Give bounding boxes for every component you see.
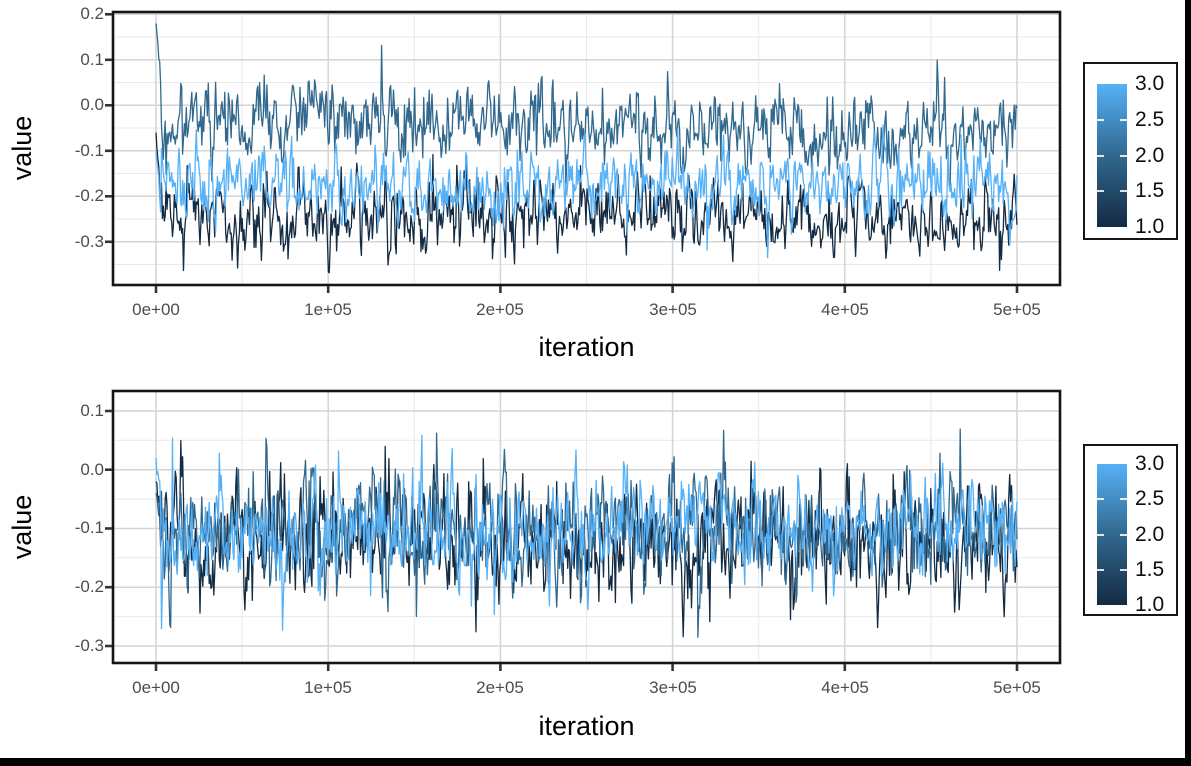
colorbar-tick-label: 2.5 [1135, 108, 1165, 131]
y-tick-label: 0.1 [80, 50, 104, 69]
x-tick-label: 1e+05 [304, 678, 352, 697]
colorbar-tick [1120, 534, 1127, 536]
colorbar-tick [1097, 498, 1104, 500]
y-tick-label: -0.1 [74, 141, 104, 160]
x-axis-title-top: iteration [538, 332, 635, 362]
x-tick-label: 2e+05 [476, 678, 524, 697]
window-frame-right-edge [1185, 0, 1191, 766]
colorbar-tick-label: 1.0 [1135, 593, 1165, 616]
colorbar-tick [1097, 155, 1104, 157]
y-tick-label: -0.2 [74, 186, 104, 205]
x-tick-label: 4e+05 [821, 678, 869, 697]
x-tick-label: 5e+05 [993, 300, 1041, 319]
x-tick-label: 1e+05 [304, 300, 352, 319]
y-tick-label: -0.3 [74, 232, 104, 251]
colorbar-tick-label: 2.0 [1135, 144, 1165, 167]
x-tick-label: 4e+05 [821, 300, 869, 319]
x-tick-label: 5e+05 [993, 678, 1041, 697]
x-axis-title-bottom: iteration [538, 711, 635, 741]
colorbar-tick-label: 3.0 [1135, 452, 1165, 475]
y-tick-label: 0.1 [80, 401, 104, 420]
colorbar-tick [1120, 569, 1127, 571]
colorbar-legend-top: 3.0 2.5 2.0 1.5 1.0 [1083, 62, 1178, 240]
colorbar-tick [1120, 155, 1127, 157]
y-tick-label: -0.3 [74, 636, 104, 655]
x-tick-label: 3e+05 [649, 300, 697, 319]
colorbar-tick-label: 1.5 [1135, 179, 1165, 202]
x-tick-label: 0e+00 [132, 300, 180, 319]
window-frame-bottom-edge [0, 758, 1191, 766]
x-tick-label: 2e+05 [476, 300, 524, 319]
y-tick-label: -0.2 [74, 577, 104, 596]
x-tick-label: 0e+00 [132, 678, 180, 697]
colorbar-tick [1097, 534, 1104, 536]
colorbar-tick [1097, 119, 1104, 121]
colorbar-tick [1120, 190, 1127, 192]
colorbar-tick-label: 1.0 [1135, 215, 1165, 238]
y-tick-label: -0.1 [74, 518, 104, 537]
colorbar-tick-label: 3.0 [1135, 72, 1165, 95]
x-tick-label: 3e+05 [649, 678, 697, 697]
colorbar-legend-bottom: 3.0 2.5 2.0 1.5 1.0 [1083, 444, 1178, 616]
colorbar-tick [1097, 569, 1104, 571]
colorbar-tick-label: 1.5 [1135, 558, 1165, 581]
colorbar-tick [1097, 190, 1104, 192]
colorbar-tick [1120, 119, 1127, 121]
y-tick-label: 0.0 [80, 460, 104, 479]
colorbar-tick-label: 2.0 [1135, 523, 1165, 546]
y-tick-label: 0.0 [80, 95, 104, 114]
colorbar-tick [1120, 498, 1127, 500]
y-tick-label: 0.2 [80, 4, 104, 23]
colorbar-tick-label: 2.5 [1135, 487, 1165, 510]
